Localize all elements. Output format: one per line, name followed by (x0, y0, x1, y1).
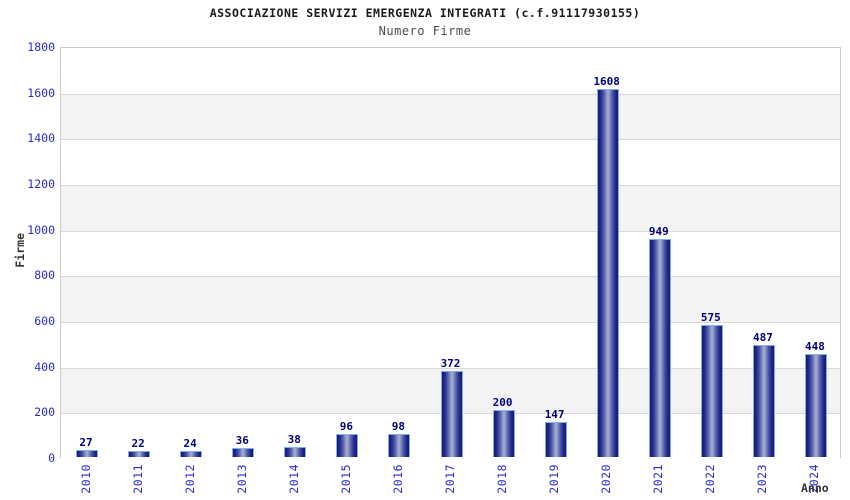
bar-value-label: 24 (183, 437, 197, 450)
x-tick-label-2015: 2015 (338, 464, 353, 494)
bar-value-label: 22 (131, 437, 145, 450)
y-tick-label: 200 (34, 405, 55, 420)
x-tick-label-2016: 2016 (390, 464, 405, 494)
bar-2015 (336, 434, 359, 457)
y-tick-label: 1400 (27, 131, 55, 146)
x-tick-label-2018: 2018 (495, 464, 510, 494)
bar-value-label: 200 (492, 396, 513, 409)
gridline (61, 276, 840, 278)
bar-value-label: 147 (544, 408, 565, 421)
y-tick-label: 0 (48, 451, 55, 465)
bar-value-label: 27 (79, 436, 93, 449)
bar-value-label: 949 (648, 225, 669, 238)
bar-2012 (180, 451, 203, 457)
y-tick-label: 1600 (27, 85, 55, 100)
gridline (61, 185, 840, 186)
y-tick-label: 600 (34, 314, 55, 328)
plot-band (61, 230, 840, 277)
bar-2020 (596, 89, 619, 457)
gridline (61, 230, 840, 232)
plot-band (61, 276, 840, 322)
bar-2013 (232, 448, 255, 457)
x-tick-label-2012: 2012 (182, 464, 197, 494)
x-tick-label-2017: 2017 (443, 464, 457, 494)
plot-band (61, 48, 840, 94)
bar-value-label: 36 (235, 434, 249, 447)
bar-value-label: 575 (700, 311, 721, 324)
x-tick-label-2011: 2011 (130, 464, 145, 494)
gridline (61, 322, 840, 323)
chart-subtitle: Numero Firme (378, 24, 472, 38)
bar-value-label: 487 (752, 331, 773, 344)
gridline (61, 367, 840, 369)
chart-title: ASSOCIAZIONE SERVIZI EMERGENZA INTEGRATI… (209, 6, 641, 20)
gridline (61, 139, 840, 141)
gridline (61, 93, 840, 95)
y-tick-label: 1800 (27, 40, 55, 54)
x-tick-label-2019: 2019 (547, 464, 562, 494)
bar-value-label: 38 (287, 433, 301, 446)
bar-2014 (284, 447, 307, 457)
bar-2010 (76, 450, 99, 457)
bar-2018 (492, 410, 515, 457)
bar-2022 (700, 325, 723, 457)
x-axis-title: Anno (801, 481, 829, 495)
x-tick-label-2013: 2013 (234, 464, 249, 494)
y-tick-label: 1200 (27, 177, 55, 191)
x-tick-label-2021: 2021 (651, 464, 666, 494)
bar-value-label: 96 (339, 420, 353, 433)
plot-band (61, 93, 840, 140)
y-axis-title: Firme (13, 233, 27, 268)
bar-2024 (804, 354, 827, 457)
x-tick-label-2010: 2010 (78, 464, 93, 494)
bar-2011 (128, 451, 151, 457)
bar-2016 (388, 434, 411, 457)
plot-band (61, 139, 840, 185)
x-tick-label-2022: 2022 (703, 464, 718, 494)
bar-2021 (648, 239, 671, 457)
bar-value-label: 1608 (593, 75, 620, 88)
bar-2023 (752, 345, 775, 457)
plot-area (60, 47, 841, 459)
plot-band (61, 185, 840, 231)
bar-value-label: 372 (440, 357, 461, 370)
y-tick-label: 400 (34, 359, 55, 374)
bar-2017 (440, 371, 463, 457)
y-tick-label: 1000 (27, 222, 55, 237)
y-tick-label: 800 (34, 268, 55, 283)
x-tick-label-2014: 2014 (286, 464, 301, 494)
bar-2019 (544, 422, 567, 457)
bar-value-label: 98 (391, 420, 406, 433)
bar-value-label: 448 (805, 340, 825, 353)
x-tick-label-2023: 2023 (755, 464, 770, 494)
x-tick-label-2020: 2020 (599, 464, 614, 494)
